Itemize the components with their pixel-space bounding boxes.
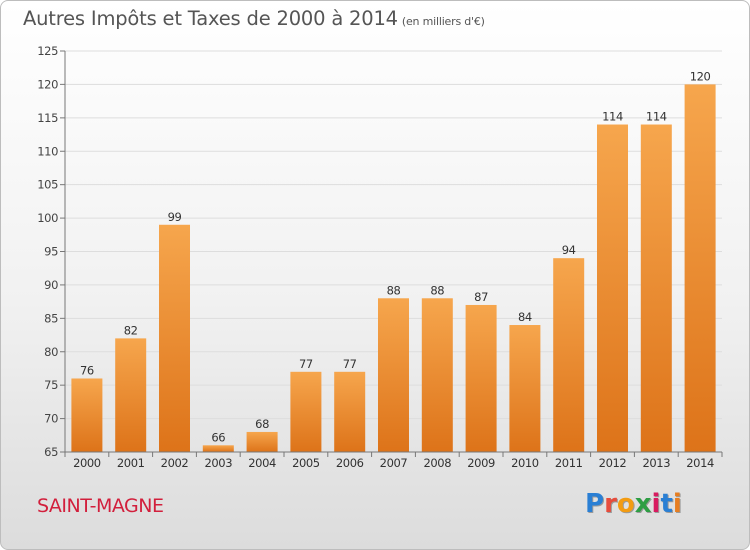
x-tick-label: 2007 bbox=[380, 456, 408, 470]
logo-letter: r bbox=[604, 489, 617, 519]
x-tick-label: 2011 bbox=[555, 456, 583, 470]
y-tick-label: 85 bbox=[44, 311, 58, 325]
bars bbox=[71, 84, 716, 453]
x-tick-label: 2012 bbox=[599, 456, 627, 470]
bar bbox=[71, 378, 103, 452]
bar bbox=[246, 431, 278, 452]
x-tick-label: 2000 bbox=[73, 456, 101, 470]
bar bbox=[509, 325, 541, 452]
data-label: 82 bbox=[124, 323, 138, 337]
x-tick-label: 2014 bbox=[686, 456, 714, 470]
bar bbox=[684, 84, 716, 453]
y-tick-label: 120 bbox=[37, 77, 58, 91]
logo-letter: i bbox=[651, 489, 661, 519]
data-label: 88 bbox=[387, 283, 401, 297]
bar bbox=[465, 304, 497, 452]
x-tick-label: 2002 bbox=[161, 456, 189, 470]
data-label: 120 bbox=[690, 69, 711, 83]
y-tick-label: 105 bbox=[37, 178, 58, 192]
y-tick-label: 110 bbox=[37, 144, 58, 158]
data-label: 77 bbox=[299, 357, 313, 371]
x-tick-label: 2008 bbox=[423, 456, 451, 470]
data-label: 114 bbox=[602, 110, 623, 124]
y-tick-label: 125 bbox=[37, 44, 58, 58]
x-tick-label: 2004 bbox=[248, 456, 276, 470]
bar bbox=[334, 371, 366, 452]
x-tick-label: 2001 bbox=[117, 456, 145, 470]
x-tick-label: 2005 bbox=[292, 456, 320, 470]
x-tick-label: 2013 bbox=[642, 456, 670, 470]
y-tick-label: 70 bbox=[44, 412, 58, 426]
data-label: 87 bbox=[474, 290, 488, 304]
x-tick-label: 2009 bbox=[467, 456, 495, 470]
data-label: 99 bbox=[168, 210, 182, 224]
proxiti-logo: Proxiti bbox=[585, 489, 682, 519]
bar bbox=[202, 445, 234, 452]
chart-subtitle: (en milliers d'€) bbox=[401, 15, 485, 28]
x-tick-label: 2006 bbox=[336, 456, 364, 470]
x-tick-label: 2003 bbox=[204, 456, 232, 470]
y-tick-label: 80 bbox=[44, 345, 58, 359]
bar bbox=[115, 338, 147, 452]
data-label: 94 bbox=[562, 243, 576, 257]
axes: 65 70 75 80 85 90 95 100 105 110 115 120 125 2000 2001… bbox=[37, 44, 723, 470]
y-tick-label: 75 bbox=[44, 378, 58, 392]
logo-letter: x bbox=[634, 489, 652, 519]
y-tick-label: 100 bbox=[37, 211, 58, 225]
logo-letter: P bbox=[585, 489, 605, 519]
y-tick-label: 90 bbox=[44, 278, 58, 292]
data-label: 66 bbox=[211, 430, 225, 444]
y-tick-label: 65 bbox=[44, 445, 58, 459]
logo-letter: i bbox=[672, 489, 682, 519]
chart-title: Autres Impôts et Taxes de 2000 à 2014 (en… bbox=[23, 7, 485, 30]
y-tick-label: 115 bbox=[37, 111, 58, 125]
logo-letter: t bbox=[660, 489, 673, 519]
data-label: 77 bbox=[343, 357, 357, 371]
logo-letter: o bbox=[616, 489, 635, 519]
data-label: 68 bbox=[255, 417, 269, 431]
data-labels: 76 82 99 66 68 77 77 88 88 87 84 94 114 114 120 bbox=[80, 69, 711, 444]
bar bbox=[553, 258, 585, 452]
bar bbox=[290, 371, 322, 452]
chart-title-text: Autres Impôts et Taxes de 2000 à 2014 bbox=[23, 7, 398, 30]
bar bbox=[597, 124, 628, 453]
data-label: 114 bbox=[646, 110, 667, 124]
data-label: 76 bbox=[80, 363, 94, 377]
bar bbox=[378, 298, 409, 452]
bar bbox=[159, 224, 190, 452]
bar bbox=[640, 124, 672, 453]
bar bbox=[421, 298, 453, 452]
x-tick-label: 2010 bbox=[511, 456, 539, 470]
data-label: 84 bbox=[518, 310, 532, 324]
data-label: 88 bbox=[430, 283, 444, 297]
commune-name: SAINT-MAGNE bbox=[37, 495, 164, 517]
y-tick-label: 95 bbox=[44, 245, 58, 259]
